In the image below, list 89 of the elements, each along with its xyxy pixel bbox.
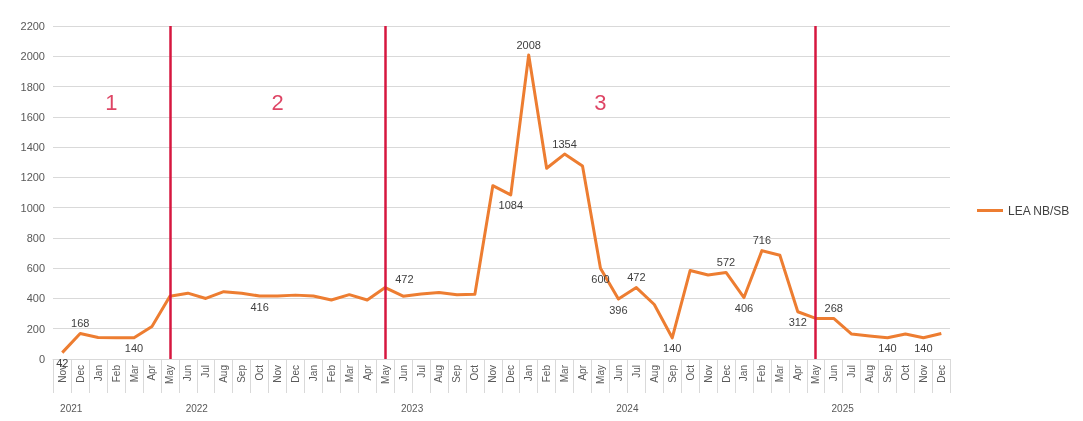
y-tick-label: 1800 — [20, 80, 45, 93]
ref-line-label: 2 — [271, 90, 284, 116]
text: 2022 — [185, 402, 209, 414]
x-tick-label: Apr — [577, 364, 589, 381]
x-tick-label: May — [810, 365, 822, 384]
x-tick-label: Sep — [666, 364, 678, 383]
x-tick-label: Jun — [397, 365, 409, 382]
data-label: 312 — [788, 316, 807, 329]
x-tick-label: Feb — [110, 364, 122, 383]
y-tick-label: 600 — [26, 262, 45, 275]
x-tick-label: Jun — [828, 365, 840, 382]
x-tick-label: Mar — [343, 364, 355, 383]
text: 2024 — [616, 402, 639, 414]
y-tick-label: 2200 — [20, 20, 45, 32]
data-label: 168 — [71, 317, 90, 330]
data-label: 406 — [734, 302, 754, 315]
y-tick-label: 1600 — [20, 110, 45, 123]
x-tick-label: Sep — [451, 364, 463, 383]
x-tick-label: Nov — [272, 365, 284, 383]
text: 2021 — [60, 402, 83, 414]
x-tick-label: Jul — [630, 365, 642, 378]
x-tick-label: Mar — [774, 364, 786, 383]
ref-line-label: 1 — [105, 90, 118, 116]
x-tick-label: Feb — [756, 364, 768, 383]
data-label: 2008 — [516, 38, 541, 51]
x-tick-label: Dec — [935, 365, 947, 383]
x-tick-label: Aug — [218, 365, 230, 383]
x-tick-label: Dec — [720, 365, 732, 383]
ref-line-label: 3 — [594, 90, 607, 116]
y-tick-label: 0 — [38, 353, 45, 365]
x-tick-label: May — [594, 365, 606, 384]
data-label: 1084 — [498, 199, 523, 212]
data-label: 572 — [716, 255, 736, 268]
x-tick-label: Dec — [74, 365, 86, 383]
x-tick-label: Apr — [792, 364, 804, 381]
x-tick-label: May — [164, 365, 176, 384]
y-tick-label: 800 — [26, 231, 45, 244]
legend-label: LEA NB/SB — [1007, 203, 1070, 218]
x-tick-label: Aug — [864, 365, 876, 383]
x-tick-label: Mar — [128, 364, 140, 383]
x-tick-label: Jan — [307, 365, 319, 382]
line-series — [60, 53, 943, 355]
x-tick-label: Apr — [361, 364, 373, 381]
x-tick-label: Dec — [505, 365, 517, 383]
text: 2023 — [400, 402, 424, 414]
x-tick-label: Jun — [612, 365, 624, 382]
x-tick-label: Feb — [541, 364, 553, 383]
x-tick-label: Jul — [415, 365, 427, 378]
x-tick-label: Nov — [917, 365, 929, 383]
data-label: 416 — [250, 300, 269, 313]
y-tick-label: 1200 — [20, 171, 45, 184]
x-tick-label: Aug — [433, 365, 445, 383]
data-label: 140 — [878, 342, 897, 355]
x-tick-label: Nov — [56, 365, 68, 383]
y-tick-label: 400 — [26, 292, 45, 305]
data-label: 396 — [609, 303, 628, 316]
x-tick-label: Jan — [523, 365, 535, 382]
x-tick-label: Sep — [882, 364, 893, 383]
x-tick-label: Apr — [146, 364, 158, 381]
data-label: 140 — [663, 342, 682, 355]
x-tick-label: Oct — [899, 364, 911, 381]
x-tick-label: Jan — [738, 365, 750, 382]
x-tick-label: Oct — [469, 364, 481, 381]
x-tick-label: Jul — [200, 365, 212, 378]
y-tick-label: 200 — [26, 322, 45, 335]
data-label: 1354 — [552, 137, 577, 150]
data-label: 472 — [627, 271, 646, 284]
x-tick-label: May — [379, 365, 391, 384]
x-tick-label: Oct — [684, 364, 696, 381]
x-tick-label: Jan — [92, 365, 104, 382]
x-tick-label: Mar — [559, 364, 571, 383]
y-tick-label: 2000 — [20, 50, 45, 63]
x-tick-label: Sep — [236, 364, 248, 383]
data-label: 268 — [824, 301, 843, 314]
data-label: 140 — [124, 342, 144, 355]
y-tick-label: 1400 — [20, 141, 45, 154]
x-tick-label: Nov — [702, 365, 714, 383]
x-tick-label: Nov — [487, 365, 499, 383]
x-tick-label: Dec — [289, 365, 301, 383]
x-tick-label: Aug — [648, 365, 660, 383]
data-label: 140 — [914, 342, 933, 355]
text: 2025 — [831, 402, 855, 414]
x-tick-label: Feb — [325, 364, 337, 383]
x-tick-label: Jun — [182, 365, 194, 382]
data-label: 716 — [752, 234, 772, 247]
y-tick-label: 1000 — [20, 201, 45, 214]
x-tick-label: Jul — [846, 365, 858, 378]
data-label: 472 — [395, 273, 414, 286]
x-tick-label: Oct — [254, 364, 266, 381]
